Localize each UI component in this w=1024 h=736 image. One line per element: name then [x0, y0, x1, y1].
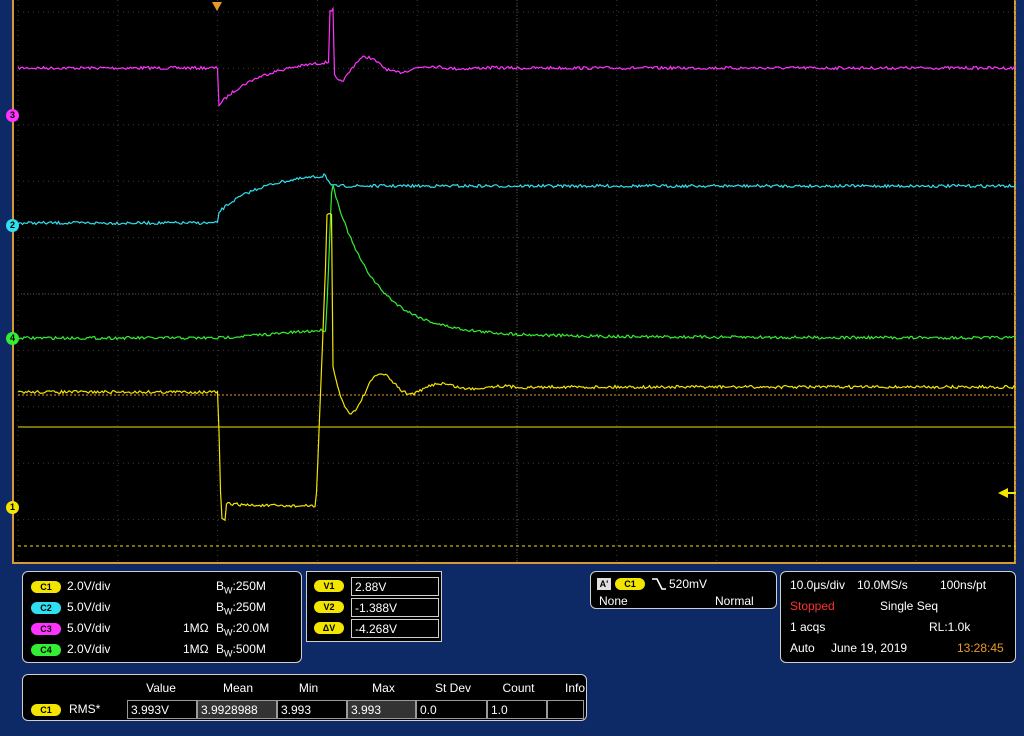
measurement-name: RMS* [69, 702, 101, 716]
bandwidth-sub: W [224, 648, 233, 659]
measurement-header: St Dev [434, 681, 471, 695]
channel-4-marker[interactable]: 4 [6, 332, 19, 345]
record-length: RL:1.0k [929, 620, 971, 634]
acquisition-date: June 19, 2019 [831, 641, 908, 655]
channel-4-badge[interactable]: C4 [31, 644, 61, 656]
channel-2-trace [17, 173, 1016, 226]
channel-4-coupling: 1MΩ [183, 642, 209, 656]
channel-4-trace [17, 184, 1016, 341]
measurement-cell: 3.993V [127, 700, 197, 719]
bandwidth-value: :500M [232, 642, 266, 656]
channel-4-scale: 2.0V/div [67, 642, 111, 656]
cursor-3-value: -4.268V [351, 619, 439, 638]
acquisition-time: 13:28:45 [957, 641, 1004, 655]
trigger-level: 520mV [669, 577, 708, 591]
bandwidth-prefix: B [216, 579, 225, 593]
measurement-header: Min [298, 681, 319, 695]
cursor-3-label: ΔV [314, 622, 344, 634]
channel-2-marker[interactable]: 2 [6, 219, 19, 232]
trigger-mode-auto: Auto [790, 641, 815, 655]
measurement-header: Value [146, 681, 176, 695]
cursor-1-value: 2.88V [351, 577, 439, 596]
measurement-header: Count [502, 681, 535, 695]
channel-settings-panel: C1 2.0V/div BW:250M C2 5.0V/div BW:250M C3… [22, 571, 302, 663]
channel-3-coupling: 1MΩ [183, 621, 209, 635]
acquisition-count: 1 acqs [790, 620, 826, 634]
trigger-mode: Normal [715, 594, 754, 608]
resolution: 100ns/pt [940, 578, 987, 592]
channel-3-marker[interactable]: 3 [6, 109, 19, 122]
measurement-channel-badge: C1 [31, 704, 61, 716]
bandwidth-sub: W [224, 627, 233, 638]
channel-3-badge[interactable]: C3 [31, 623, 61, 635]
channel-3-bandwidth: BW:20.0M [216, 621, 269, 637]
waveform-display[interactable]: 3 2 4 1 [6, 0, 1017, 564]
cursor-1-label: V1 [314, 580, 344, 592]
channel-4-bandwidth: BW:500M [216, 642, 266, 658]
measurement-cell: 3.9928988 [197, 700, 277, 719]
acquisition-panel[interactable]: 10.0μs/div 10.0MS/s 100ns/pt Stopped Sin… [780, 571, 1016, 663]
trigger-position-icon [212, 2, 222, 11]
bandwidth-sub: W [224, 606, 233, 617]
bandwidth-prefix: B [216, 621, 225, 635]
cursor-readout-panel: V1 2.88V V2 -1.388V ΔV -4.268V [306, 571, 442, 642]
channel-1-badge[interactable]: C1 [31, 581, 61, 593]
channel-3-scale: 5.0V/div [67, 621, 111, 635]
bandwidth-prefix: B [216, 642, 225, 656]
measurement-cell: 0.0 [416, 700, 487, 719]
channel-1-marker[interactable]: 1 [6, 501, 19, 514]
channel-1-scale: 2.0V/div [67, 579, 111, 593]
trigger-source: None [599, 594, 628, 608]
bandwidth-value: :250M [232, 579, 266, 593]
channel-1-trace [17, 212, 1016, 522]
trigger-panel[interactable]: A' C1 520mV None Normal [590, 571, 777, 609]
channel-2-badge[interactable]: C2 [31, 602, 61, 614]
timebase-scale: 10.0μs/div [790, 578, 845, 592]
bandwidth-sub: W [224, 585, 233, 596]
bandwidth-value: :20.0M [232, 621, 270, 635]
channel-2-scale: 5.0V/div [67, 600, 111, 614]
measurement-panel: Value Mean Min Max St Dev Count Info C1 RMS* 3… [22, 674, 587, 721]
channel-3-trace [17, 6, 1016, 107]
trigger-source-badge: C1 [615, 578, 645, 590]
acquisition-state: Stopped [790, 599, 835, 613]
channel-1-bandwidth: BW:250M [216, 579, 266, 595]
measurement-cell: 3.993 [347, 700, 416, 719]
channel-2-bandwidth: BW:250M [216, 600, 266, 616]
waveform-graticule [17, 0, 1017, 564]
measurement-cell: 1.0 [487, 700, 547, 719]
sample-rate: 10.0MS/s [857, 578, 908, 592]
bandwidth-prefix: B [216, 600, 225, 614]
measurement-header: Max [372, 681, 395, 695]
measurement-cell: 3.993 [277, 700, 347, 719]
cursor-2-value: -1.388V [351, 598, 439, 617]
cursor-2-label: V2 [314, 601, 344, 613]
falling-edge-icon [652, 578, 666, 590]
trigger-level-icon [998, 488, 1008, 498]
measurement-header: Info [564, 681, 585, 695]
bandwidth-value: :250M [232, 600, 266, 614]
measurement-cell [547, 700, 584, 719]
acquisition-sequence: Single Seq [880, 599, 939, 613]
measurement-header: Mean [222, 681, 254, 695]
trigger-a-badge: A' [597, 578, 611, 590]
